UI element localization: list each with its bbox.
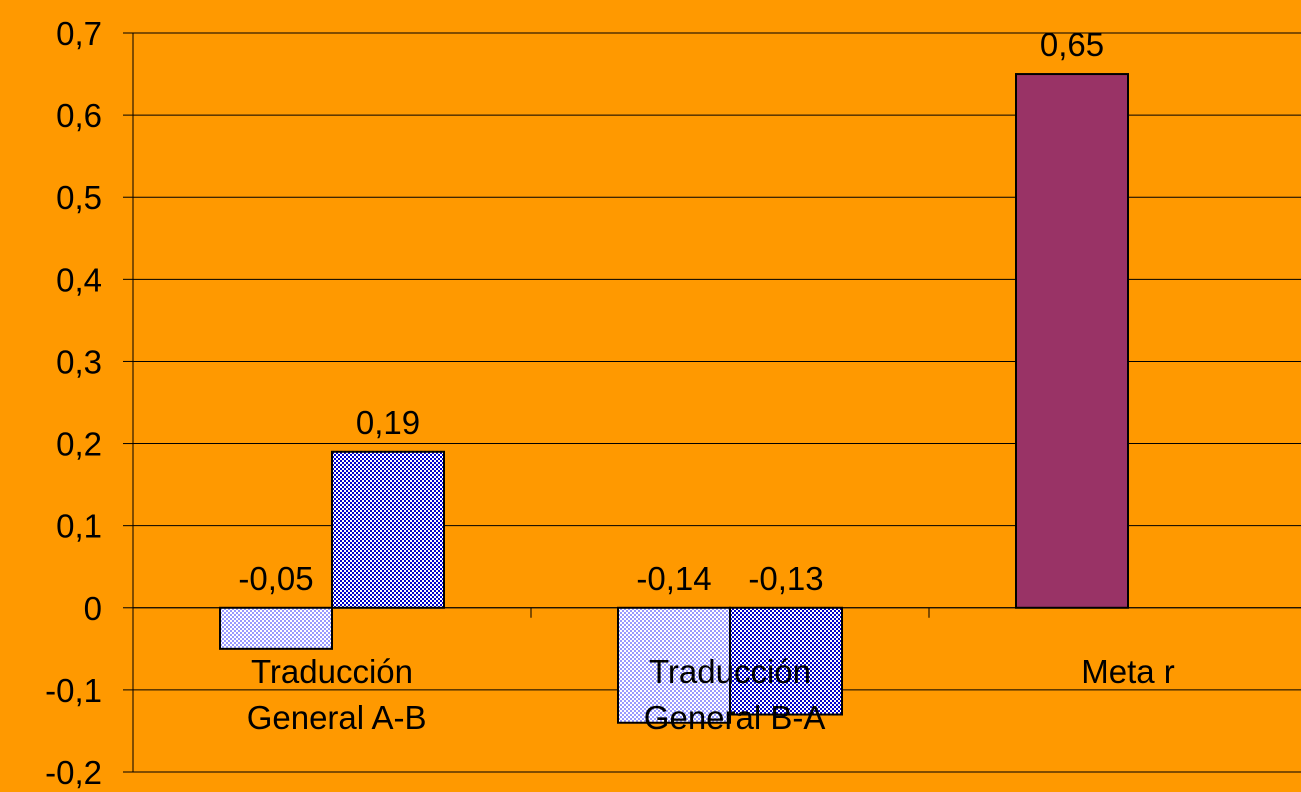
x-tick-label: Traducción General B-A [635, 653, 826, 736]
y-tick-label: 0,2 [56, 426, 102, 463]
y-tick-label: 0,6 [56, 97, 102, 134]
value-label: 0,19 [356, 404, 420, 441]
y-tick-label: -0,2 [45, 754, 102, 791]
y-tick-label: 0,5 [56, 179, 102, 216]
bar [331, 450, 445, 609]
y-tick-label: 0,4 [56, 261, 102, 298]
y-tick-label: 0 [84, 590, 102, 627]
x-tick-label: Meta r [1081, 653, 1175, 690]
y-tick-label: -0,1 [45, 672, 102, 709]
value-label: -0,14 [636, 560, 711, 597]
y-tick-label: 0,1 [56, 508, 102, 545]
bar [219, 606, 333, 650]
bar [617, 606, 731, 724]
x-tick-label: Traducción General A-B [238, 653, 427, 736]
bar [729, 606, 843, 716]
value-label: 0,65 [1040, 26, 1104, 63]
value-label: -0,13 [748, 560, 823, 597]
bar [1015, 73, 1129, 609]
y-tick-label: 0,7 [56, 15, 102, 52]
y-tick-label: 0,3 [56, 343, 102, 380]
value-label: -0,05 [238, 560, 313, 597]
